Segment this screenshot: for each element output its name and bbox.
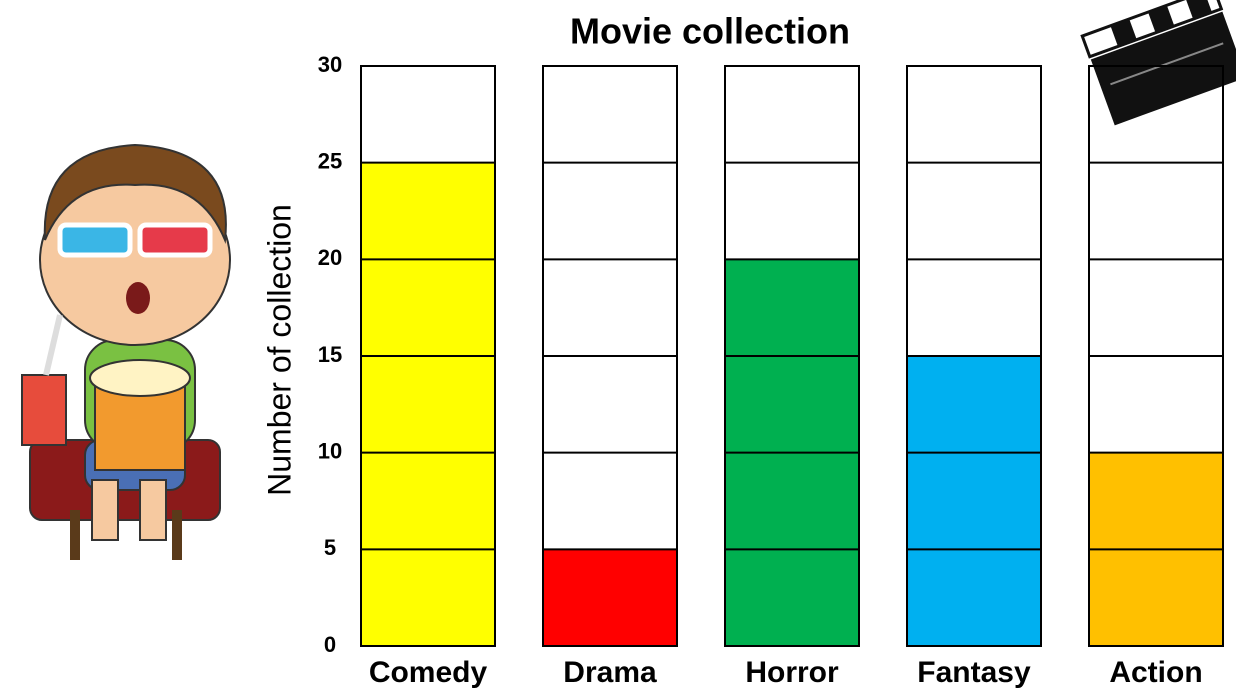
- y-tick-label: 10: [318, 438, 342, 463]
- page: {"chart_data": {"type": "bar", "title": …: [0, 0, 1236, 693]
- x-tick-label: Action: [1109, 656, 1202, 689]
- bar: [543, 549, 677, 646]
- x-tick-label: Comedy: [369, 656, 488, 689]
- x-tick-label: Drama: [563, 656, 657, 689]
- y-tick-label: 20: [318, 245, 342, 270]
- y-tick-label: 5: [324, 535, 336, 560]
- y-tick-label: 25: [318, 148, 342, 173]
- y-tick-label: 0: [324, 632, 336, 657]
- bar: [907, 356, 1041, 646]
- bar: [361, 163, 495, 646]
- clapperboard-illustration: [1082, 0, 1236, 125]
- y-tick-label: 30: [318, 52, 342, 77]
- y-axis-label: Number of collection: [261, 204, 297, 496]
- x-tick-label: Fantasy: [917, 656, 1031, 689]
- x-tick-label: Horror: [745, 656, 839, 689]
- chart-title: Movie collection: [570, 11, 850, 52]
- boy-illustration: [22, 145, 230, 560]
- chart: Movie collection Number of collection 0 5…: [0, 0, 1236, 693]
- y-tick-label: 15: [318, 342, 342, 367]
